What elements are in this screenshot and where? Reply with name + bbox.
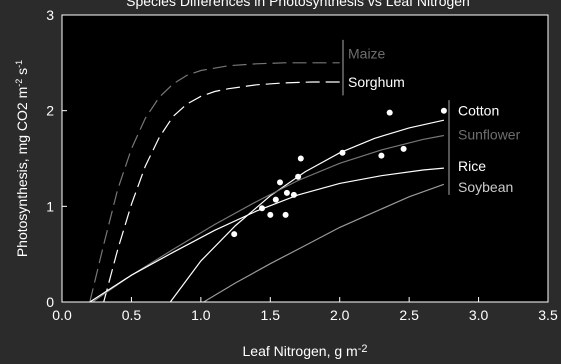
y-tick-label: 2 [46, 103, 54, 119]
y-tick-label: 0 [46, 294, 54, 310]
y-tick-label: 1 [46, 198, 54, 214]
series-label-sorghum: Sorghum [348, 74, 405, 90]
x-tick-label: 2.5 [399, 307, 419, 323]
data-point [295, 173, 302, 180]
data-point [283, 189, 290, 196]
data-point [272, 196, 279, 203]
axes: 0.0 0.5 1.0 1.5 2.0 2.5 3.0 3.5 0 1 2 3 [46, 7, 558, 323]
y-tick-label: 3 [46, 7, 54, 23]
data-point [378, 152, 385, 159]
data-point [440, 107, 447, 114]
data-point [297, 155, 304, 162]
series-label-maize: Maize [348, 45, 386, 61]
x-tick-label: 3.5 [538, 307, 558, 323]
data-point [290, 191, 297, 198]
series-line-maize [89, 62, 340, 303]
data-point [400, 145, 407, 152]
series-line-sunflower [92, 134, 445, 303]
data-point [277, 179, 283, 186]
data-point [267, 211, 274, 218]
x-tick-label: 3.0 [469, 307, 489, 323]
series-line-soybean [203, 183, 445, 303]
x-tick-label: 0.5 [122, 307, 142, 323]
series-line-sorghum [103, 81, 340, 303]
series-label-cotton: Cotton [458, 103, 499, 119]
y-axis-label: Photosynthesis, mg CO2 m-2 s-1 [14, 60, 30, 257]
chart-title: Species Differences in Photosynthesis vs… [126, 0, 470, 9]
x-tick-label: 0.0 [52, 307, 72, 323]
data-point [282, 211, 289, 218]
data-point [386, 109, 393, 116]
series-line-cotton [169, 119, 445, 303]
data-point [231, 231, 238, 238]
series-label-soybean: Soybean [458, 179, 513, 195]
plot-frame [61, 14, 549, 303]
series-label-rice: Rice [458, 158, 486, 174]
series-label-sunflower: Sunflower [458, 127, 521, 143]
data-point [259, 205, 265, 212]
data-point [339, 149, 346, 156]
series-lines [89, 62, 445, 303]
x-axis-label: Leaf Nitrogen, g m-2 [243, 343, 368, 359]
x-tick-label: 2.0 [330, 307, 350, 323]
x-tick-label: 1.0 [191, 307, 211, 323]
x-tick-label: 1.5 [261, 307, 281, 323]
series-labels: Maize Sorghum Cotton Sunflower Rice Soybean [348, 45, 521, 195]
series-line-rice [89, 167, 444, 303]
legend-brackets [342, 39, 450, 195]
data-points [231, 107, 447, 238]
